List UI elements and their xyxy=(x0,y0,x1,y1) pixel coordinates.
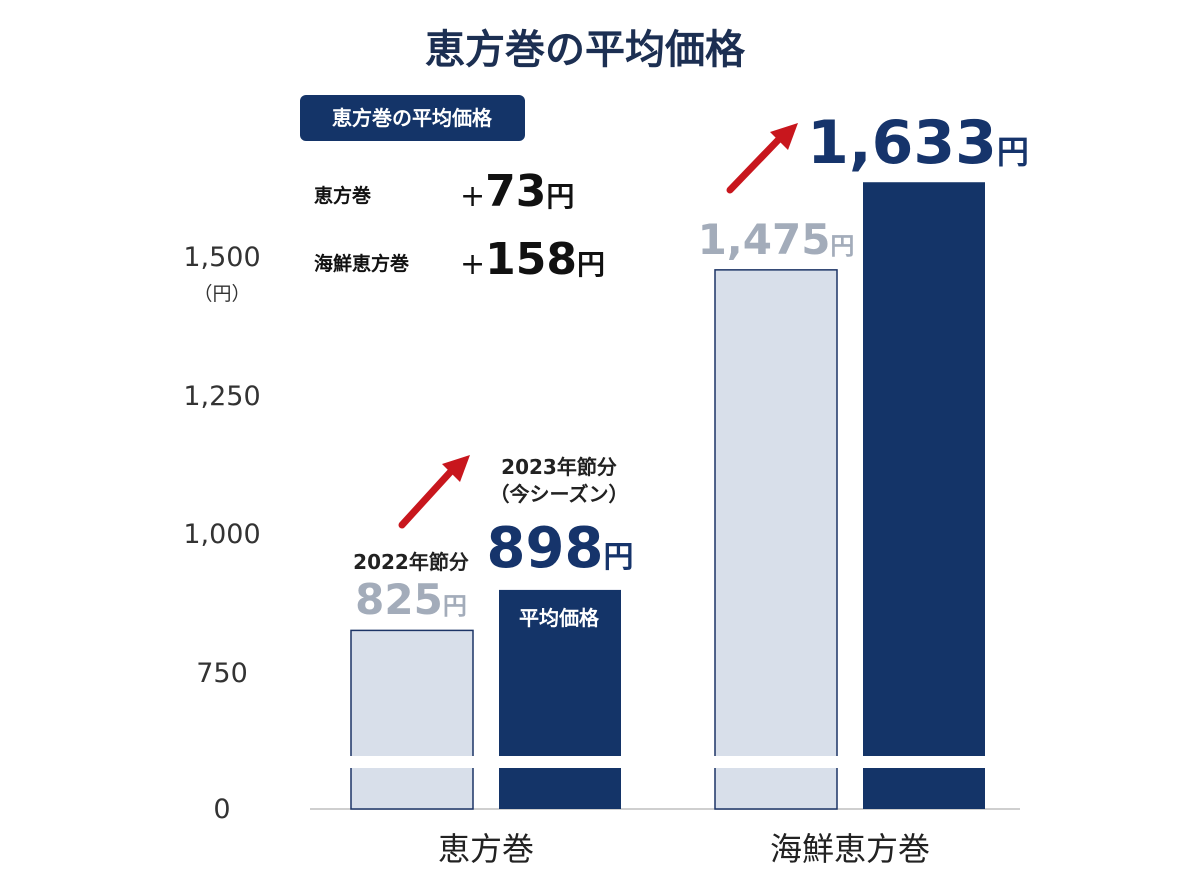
y-tick-1500: 1,500 xyxy=(183,242,260,273)
arrow-up-ehomaki xyxy=(398,455,470,529)
category-label-kaisen: 海鮮恵方巻 xyxy=(770,830,930,868)
value-label-new-ehomaki: 898円 xyxy=(487,516,634,581)
increase-panel: 恵方巻の平均価格 恵方巻 +73円 海鮮恵方巻 +158円 xyxy=(300,95,605,285)
y-unit-label: （円） xyxy=(193,283,250,305)
y-tick-0: 0 xyxy=(213,794,230,825)
value-label-old-kaisen: 1,475円 xyxy=(698,215,855,264)
y-tick-750: 750 xyxy=(196,658,248,689)
y-tick-1000: 1,000 xyxy=(183,519,260,550)
label-current-season: （今シーズン） xyxy=(490,482,629,506)
arrow-up-kaisen xyxy=(726,123,798,194)
value-label-old-ehomaki: 825円 xyxy=(355,575,467,624)
chart-title: 恵方巻の平均価格 xyxy=(425,27,746,73)
label-2022: 2022年節分 xyxy=(353,550,469,574)
y-tick-1250: 1,250 xyxy=(183,381,260,412)
increase-row-ehomaki-value: +73円 xyxy=(460,166,574,217)
increase-row-ehomaki-label: 恵方巻 xyxy=(314,184,372,207)
bar-2022-kaisen xyxy=(714,269,838,810)
axis-break xyxy=(300,756,1040,768)
increase-header: 恵方巻の平均価格 xyxy=(332,106,493,130)
bar-2023-kaisen xyxy=(863,182,985,809)
bar-2023-ehomaki xyxy=(499,589,621,809)
increase-row-kaisen-value: +158円 xyxy=(460,234,605,285)
bar-label-average: 平均価格 xyxy=(519,606,600,630)
increase-header-bg xyxy=(300,95,525,141)
value-label-new-kaisen: 1,633円 xyxy=(807,108,1029,178)
bar-2022-ehomaki xyxy=(350,629,474,810)
category-label-ehomaki: 恵方巻 xyxy=(438,830,534,868)
increase-row-kaisen-label: 海鮮恵方巻 xyxy=(314,252,410,275)
y-axis: 0 750 1,000 1,250 1,500 （円） xyxy=(183,242,260,825)
label-2023: 2023年節分 xyxy=(501,455,617,479)
bars xyxy=(350,182,985,810)
